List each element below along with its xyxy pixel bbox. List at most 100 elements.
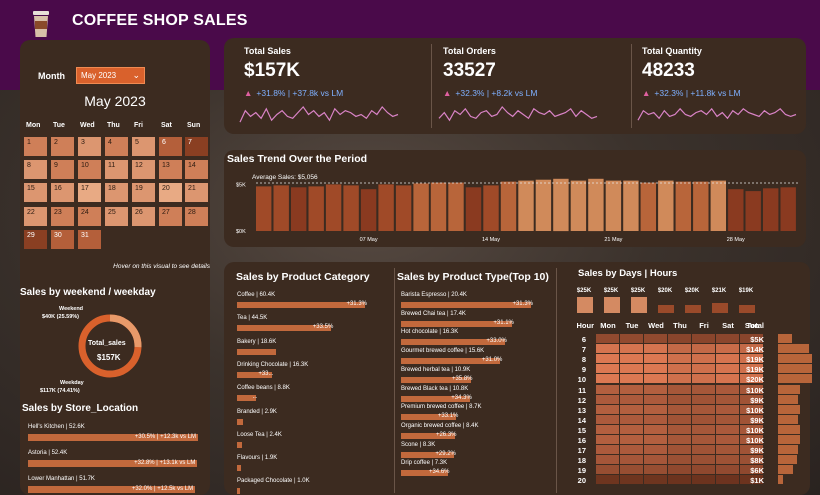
heatmap-cell[interactable] [692, 424, 715, 434]
heatmap-cell[interactable] [668, 475, 691, 485]
heatmap-cell[interactable] [620, 414, 643, 424]
heatmap-cell[interactable] [668, 364, 691, 374]
heatmap-cell[interactable] [716, 455, 739, 465]
heatmap-cell[interactable] [716, 384, 739, 394]
calendar-day[interactable]: 29 [24, 230, 47, 249]
ptype-bar[interactable] [401, 339, 505, 346]
heatmap-cell[interactable] [716, 354, 739, 364]
heatmap-cell[interactable] [620, 354, 643, 364]
heatmap-cell[interactable] [740, 374, 763, 384]
day-total-bar[interactable] [685, 305, 701, 313]
heatmap-cell[interactable] [596, 414, 619, 424]
category-bar[interactable] [237, 302, 365, 308]
heatmap-cell[interactable] [716, 475, 739, 485]
heatmap-cell[interactable] [740, 465, 763, 475]
heatmap-cell[interactable] [692, 455, 715, 465]
store-bar[interactable] [28, 434, 198, 441]
heatmap-cell[interactable] [596, 364, 619, 374]
heatmap-cell[interactable] [716, 414, 739, 424]
heatmap-cell[interactable] [596, 384, 619, 394]
heatmap-cell[interactable] [596, 445, 619, 455]
hour-total-bar[interactable] [778, 424, 801, 434]
heatmap-cell[interactable] [596, 404, 619, 414]
heatmap-cell[interactable] [692, 344, 715, 354]
calendar-day[interactable]: 26 [132, 207, 155, 226]
calendar-day[interactable]: 3 [78, 137, 101, 156]
heatmap-cell[interactable] [668, 424, 691, 434]
heatmap-cell[interactable] [692, 354, 715, 364]
heatmap-cell[interactable] [644, 394, 667, 404]
heatmap-cell[interactable] [596, 424, 619, 434]
heatmap-cell[interactable] [740, 475, 763, 485]
heatmap-cell[interactable] [692, 465, 715, 475]
heatmap-cell[interactable] [740, 445, 763, 455]
hour-total-bar[interactable] [778, 334, 792, 344]
heatmap-cell[interactable] [620, 455, 643, 465]
heatmap-cell[interactable] [716, 394, 739, 404]
ptype-bar[interactable] [401, 320, 512, 327]
heatmap-cell[interactable] [668, 374, 691, 384]
category-bar[interactable] [237, 488, 240, 495]
hour-total-bar[interactable] [778, 435, 801, 445]
heatmap-cell[interactable] [644, 435, 667, 445]
heatmap-cell[interactable] [644, 404, 667, 414]
heatmap-cell[interactable] [668, 344, 691, 354]
calendar-day[interactable]: 7 [185, 137, 208, 156]
day-total-bar[interactable] [604, 297, 620, 313]
calendar-day[interactable]: 10 [78, 160, 101, 179]
ptype-bar[interactable] [401, 470, 448, 477]
calendar-day[interactable]: 22 [24, 207, 47, 226]
heatmap-cell[interactable] [716, 424, 739, 434]
heatmap-cell[interactable] [644, 424, 667, 434]
heatmap-cell[interactable] [644, 374, 667, 384]
calendar-day[interactable]: 12 [132, 160, 155, 179]
month-select[interactable]: May 2023 ⌄ [76, 67, 145, 84]
calendar-day[interactable]: 8 [24, 160, 47, 179]
calendar-day[interactable]: 25 [105, 207, 128, 226]
heatmap-cell[interactable] [716, 364, 739, 374]
calendar-day[interactable]: 1 [24, 137, 47, 156]
heatmap-cell[interactable] [740, 344, 763, 354]
calendar-day[interactable]: 2 [51, 137, 74, 156]
ptype-bar[interactable] [401, 432, 455, 439]
heatmap-cell[interactable] [716, 374, 739, 384]
calendar-day[interactable]: 27 [159, 207, 182, 226]
day-total-bar[interactable] [658, 305, 674, 313]
trend-chart[interactable]: $5K $0K Average Sales: $5,056 07 May 14 May 2… [230, 168, 802, 246]
heatmap-cell[interactable] [740, 384, 763, 394]
heatmap-cell[interactable] [620, 374, 643, 384]
day-total-bar[interactable] [631, 297, 647, 313]
heatmap-cell[interactable] [596, 465, 619, 475]
heatmap-cell[interactable] [620, 404, 643, 414]
category-bar[interactable] [237, 325, 332, 332]
hour-total-bar[interactable] [778, 374, 812, 384]
heatmap-cell[interactable] [716, 445, 739, 455]
heatmap-cell[interactable] [716, 435, 739, 445]
heatmap-cell[interactable] [596, 455, 619, 465]
heatmap-cell[interactable] [740, 424, 763, 434]
heatmap-cell[interactable] [644, 414, 667, 424]
heatmap-cell[interactable] [668, 435, 691, 445]
calendar-day[interactable]: 9 [51, 160, 74, 179]
calendar-day[interactable]: 17 [78, 183, 101, 202]
heatmap-cell[interactable] [620, 465, 643, 475]
heatmap-cell[interactable] [740, 334, 763, 344]
hour-total-bar[interactable] [778, 475, 784, 485]
heatmap-cell[interactable] [740, 435, 763, 445]
calendar-day[interactable]: 15 [24, 183, 47, 202]
heatmap-cell[interactable] [620, 475, 643, 485]
heatmap-cell[interactable] [716, 465, 739, 475]
ptype-bar[interactable] [401, 395, 470, 402]
heatmap-cell[interactable] [596, 354, 619, 364]
heatmap-cell[interactable] [740, 394, 763, 404]
heatmap-cell[interactable] [668, 455, 691, 465]
store-bar[interactable] [28, 486, 196, 493]
hour-total-bar[interactable] [778, 354, 812, 364]
heatmap-cell[interactable] [620, 445, 643, 455]
heatmap-cell[interactable] [668, 394, 691, 404]
calendar-day[interactable]: 24 [78, 207, 101, 226]
heatmap-cell[interactable] [644, 344, 667, 354]
heatmap-cell[interactable] [644, 364, 667, 374]
heatmap-cell[interactable] [620, 334, 643, 344]
calendar-day[interactable]: 23 [51, 207, 74, 226]
